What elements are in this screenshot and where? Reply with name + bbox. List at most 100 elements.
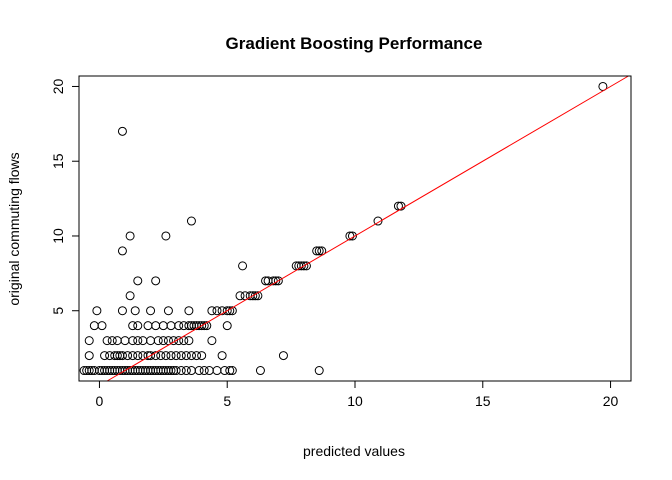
data-point — [92, 306, 102, 316]
data-point — [227, 306, 237, 316]
data-point — [184, 306, 194, 316]
y-axis-label: original commuting flows — [6, 152, 22, 305]
data-point — [186, 216, 196, 226]
data-point — [84, 336, 94, 346]
data-point — [197, 351, 207, 361]
data-point — [222, 321, 232, 331]
data-point — [186, 351, 196, 361]
data-point — [268, 276, 278, 286]
data-point — [296, 261, 306, 271]
data-point — [117, 246, 127, 256]
data-point — [128, 336, 138, 346]
data-point — [151, 321, 161, 331]
data-point — [301, 261, 311, 271]
x-axis: 0 5 10 15 20 — [96, 380, 619, 409]
data-point — [181, 366, 191, 376]
data-point — [97, 321, 107, 331]
data-point — [176, 366, 186, 376]
data-point — [133, 276, 143, 286]
data-point — [120, 336, 130, 346]
x-axis-label: predicted values — [303, 443, 405, 459]
data-point — [373, 216, 383, 226]
y-tick-label: 10 — [50, 228, 66, 244]
data-point — [227, 366, 237, 376]
data-point — [146, 351, 156, 361]
data-point — [153, 336, 163, 346]
data-point — [169, 336, 179, 346]
data-point — [396, 201, 406, 211]
data-point — [166, 321, 176, 331]
data-point — [161, 231, 171, 241]
data-point — [133, 336, 143, 346]
data-point — [143, 321, 153, 331]
data-point — [112, 351, 122, 361]
data-point — [107, 336, 117, 346]
data-point — [181, 351, 191, 361]
data-point — [192, 351, 202, 361]
data-point — [253, 291, 263, 301]
data-point — [130, 306, 140, 316]
data-point — [207, 306, 217, 316]
data-point — [212, 306, 222, 316]
data-point — [117, 306, 127, 316]
data-point — [235, 291, 245, 301]
x-tick-label: 0 — [96, 393, 104, 409]
data-point — [151, 351, 161, 361]
data-point — [238, 261, 248, 271]
data-point — [271, 276, 281, 286]
data-point — [166, 351, 176, 361]
reference-line — [106, 75, 629, 382]
data-point — [174, 321, 184, 331]
x-tick-label: 5 — [223, 393, 231, 409]
data-points — [79, 81, 608, 376]
data-point — [161, 351, 171, 361]
x-tick-label: 20 — [603, 393, 619, 409]
data-point — [128, 351, 138, 361]
y-axis: 5 10 15 20 — [50, 78, 80, 315]
data-point — [204, 366, 214, 376]
x-tick-label: 15 — [475, 393, 491, 409]
data-point — [299, 261, 309, 271]
data-point — [102, 336, 112, 346]
y-tick-label: 5 — [50, 307, 66, 315]
data-point — [314, 366, 324, 376]
data-point — [222, 306, 232, 316]
data-point — [345, 231, 355, 241]
data-point — [250, 291, 260, 301]
data-point — [117, 126, 127, 136]
data-point — [314, 246, 324, 256]
plot-frame — [78, 75, 632, 382]
data-point — [225, 306, 235, 316]
data-point — [312, 246, 322, 256]
y-tick-label: 15 — [50, 153, 66, 169]
data-point — [225, 366, 235, 376]
data-point — [100, 351, 110, 361]
data-point — [166, 366, 176, 376]
data-point — [197, 321, 207, 331]
data-point — [84, 351, 94, 361]
data-point — [158, 336, 168, 346]
data-point — [123, 351, 133, 361]
data-point — [125, 231, 135, 241]
data-point — [174, 336, 184, 346]
data-point — [138, 336, 148, 346]
data-point — [248, 291, 258, 301]
data-point — [278, 351, 288, 361]
data-point — [202, 321, 212, 331]
data-point — [255, 366, 265, 376]
y-tick-label: 20 — [50, 78, 66, 94]
data-point — [89, 321, 99, 331]
data-point — [212, 366, 222, 376]
data-point — [133, 321, 143, 331]
data-point — [163, 306, 173, 316]
data-point — [273, 276, 283, 286]
data-point — [184, 336, 194, 346]
chart-title: Gradient Boosting Performance — [226, 34, 483, 53]
data-point — [156, 351, 166, 361]
data-point — [125, 291, 135, 301]
data-point — [176, 351, 186, 361]
data-point — [207, 336, 217, 346]
data-point — [347, 231, 357, 241]
data-point — [199, 366, 209, 376]
